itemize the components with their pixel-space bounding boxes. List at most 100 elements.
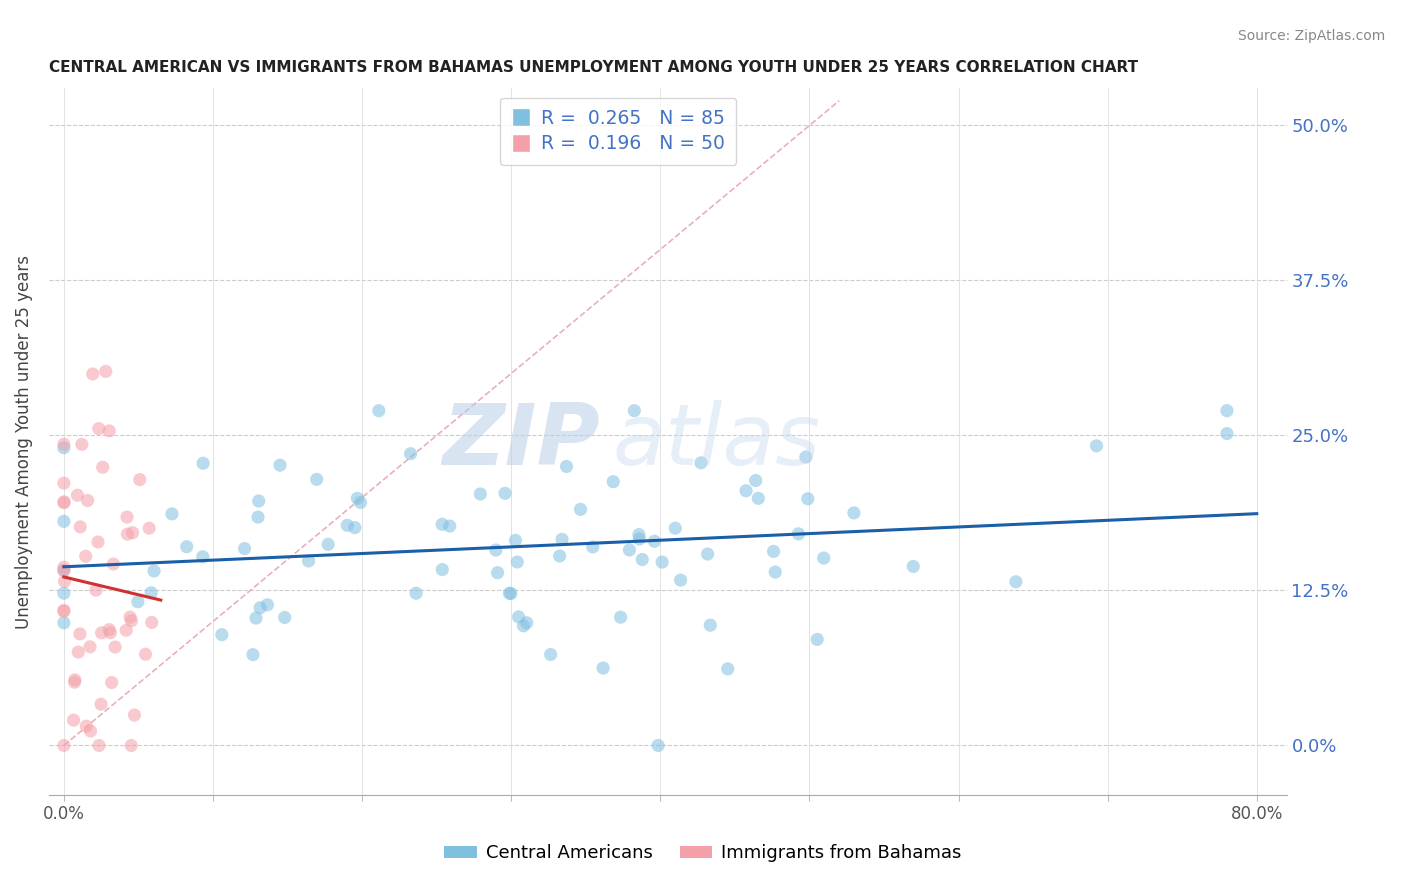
Point [90,697,112,711]
Point [91,460,114,475]
Point [806,632,828,647]
Point [336,518,359,533]
Point [797,491,820,506]
Point [120,614,142,628]
Point [346,491,368,506]
Point [52,604,75,618]
Point [128,473,150,487]
Point [79,724,101,739]
Point [582,540,605,554]
Point [141,586,163,600]
Point [191,549,214,564]
Point [516,615,538,630]
Point [87,535,110,549]
Point [256,598,278,612]
Point [94,364,117,378]
Point [75,719,97,733]
Point [762,544,785,558]
Point [696,547,718,561]
Point [430,517,453,532]
Point [233,541,256,556]
Point [141,615,163,630]
Point [63,673,86,687]
Point [269,458,291,473]
Point [813,551,835,566]
Point [52,514,75,528]
Point [63,675,86,690]
Y-axis label: Unemployment Among Youth under 25 years: Unemployment Among Youth under 25 years [15,254,32,629]
Point [744,474,766,488]
Point [274,610,297,624]
Point [690,456,713,470]
Point [121,525,143,540]
Point [115,510,138,524]
Point [245,611,267,625]
Point [66,488,89,502]
Point [75,549,97,564]
Point [485,543,508,558]
Point [69,520,91,534]
Point [98,623,121,637]
Point [627,527,650,541]
Point [747,491,769,506]
Point [505,533,527,548]
Point [367,403,389,417]
Point [794,450,817,464]
Point [1085,439,1108,453]
Point [763,565,786,579]
Point [486,566,509,580]
Point [52,437,75,451]
Point [842,506,865,520]
Point [247,494,270,508]
Point [664,521,686,535]
Point [53,495,76,509]
Text: ZIP: ZIP [441,401,600,483]
Point [82,367,104,381]
Point [432,563,454,577]
Point [79,640,101,654]
Point [127,595,149,609]
Point [52,441,75,455]
Point [551,533,574,547]
Point [470,487,492,501]
Point [104,640,127,654]
Point [52,615,75,630]
Point [52,476,75,491]
Point [52,560,75,574]
Legend: R =  0.265   N = 85, R =  0.196   N = 50: R = 0.265 N = 85, R = 0.196 N = 50 [501,97,737,165]
Point [628,532,651,546]
Point [103,557,125,571]
Point [787,526,810,541]
Point [631,552,654,566]
Point [84,583,107,598]
Point [343,521,366,535]
Text: CENTRAL AMERICAN VS IMMIGRANTS FROM BAHAMAS UNEMPLOYMENT AMONG YOUTH UNDER 25 YE: CENTRAL AMERICAN VS IMMIGRANTS FROM BAHA… [49,60,1137,75]
Point [160,507,183,521]
Point [1005,574,1028,589]
Point [52,563,75,577]
Point [120,739,142,753]
Point [52,586,75,600]
Point [100,675,122,690]
Point [134,647,156,661]
Point [498,586,520,600]
Point [211,628,233,642]
Point [100,625,122,640]
Point [602,475,624,489]
Point [619,543,641,558]
Point [316,537,339,551]
Point [644,534,666,549]
Point [69,627,91,641]
Point [506,555,529,569]
Point [399,447,422,461]
Point [592,661,614,675]
Point [52,496,75,510]
Point [548,549,571,563]
Point [499,586,522,600]
Point [699,618,721,632]
Point [297,554,319,568]
Point [117,527,139,541]
Text: Source: ZipAtlas.com: Source: ZipAtlas.com [1237,29,1385,43]
Point [903,559,925,574]
Point [512,619,534,633]
